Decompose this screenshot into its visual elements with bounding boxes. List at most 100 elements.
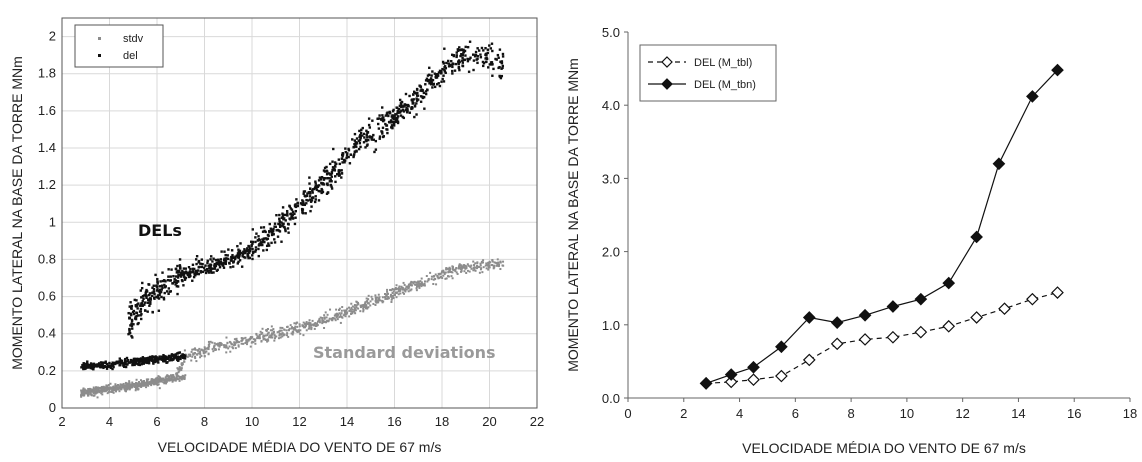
del-point	[209, 268, 212, 272]
stdv-point	[254, 342, 257, 345]
stdv-point	[223, 346, 226, 349]
stdv-point	[318, 317, 321, 320]
del-point	[415, 113, 418, 116]
stdv-point	[142, 382, 145, 385]
stdv-point	[213, 344, 216, 347]
del-point	[361, 126, 364, 130]
stdv-point	[305, 321, 308, 324]
stdv-point	[417, 280, 420, 283]
del-point	[237, 260, 240, 264]
del-point	[367, 138, 370, 142]
stdv-point	[409, 289, 412, 292]
stdv-point	[167, 377, 170, 380]
stdv-point	[389, 289, 392, 292]
stdv-point	[365, 304, 368, 307]
stdv-point	[181, 363, 184, 366]
del-point	[91, 364, 94, 367]
del-point	[353, 139, 357, 142]
stdv-point	[419, 282, 422, 285]
stdv-point	[181, 374, 184, 377]
stdv-point	[200, 348, 203, 351]
stdv-point	[225, 351, 228, 354]
del-point	[167, 356, 170, 359]
stdv-point	[83, 388, 86, 391]
stdv-point	[92, 390, 95, 393]
del-point	[391, 110, 395, 113]
stdv-point	[115, 385, 118, 388]
del-point	[163, 286, 167, 289]
del-point	[329, 173, 332, 176]
del-point	[330, 170, 334, 174]
del-point	[156, 277, 159, 281]
del-point	[101, 362, 104, 366]
stdv-point	[444, 277, 447, 280]
del-point	[309, 209, 312, 213]
stdv-point	[343, 309, 346, 312]
stdv-point	[374, 297, 377, 300]
del-point	[488, 63, 492, 66]
stdv-point	[290, 327, 293, 330]
del-point	[425, 77, 429, 80]
series-line	[705, 69, 1058, 384]
stdv-point	[191, 355, 194, 358]
stdv-point	[233, 341, 236, 344]
stdv-point	[472, 260, 475, 263]
del-point	[162, 296, 166, 300]
del-point	[105, 367, 109, 370]
stdv-point	[96, 391, 99, 394]
stdv-point	[211, 348, 214, 351]
del-point	[453, 69, 457, 72]
del-point	[381, 126, 385, 130]
del-point	[247, 244, 250, 248]
del-point	[444, 67, 448, 70]
del-point	[420, 88, 423, 91]
del-point	[160, 295, 163, 299]
stdv-point	[361, 304, 364, 307]
stdv-point	[231, 343, 234, 346]
del-point	[452, 54, 456, 57]
x-tick-label: 14	[1011, 406, 1025, 421]
stdv-point	[295, 330, 298, 333]
del-point	[137, 359, 141, 363]
del-point	[220, 262, 224, 266]
stdv-point	[456, 272, 459, 275]
del-point	[210, 255, 213, 258]
x-axis-label: VELOCIDADE MÉDIA DO VENTO DE 67 m/s	[158, 439, 442, 455]
stdv-point	[83, 393, 86, 396]
del-point	[209, 258, 212, 261]
del-point	[438, 69, 442, 73]
del-point	[378, 137, 381, 140]
stdv-point	[338, 307, 341, 310]
stdv-point	[501, 264, 504, 267]
del-point	[230, 249, 234, 252]
del-point	[251, 242, 254, 245]
del-point	[336, 173, 339, 176]
stdv-point	[189, 353, 192, 356]
del-point	[311, 191, 314, 194]
stdv-point	[233, 338, 236, 341]
del-point	[447, 59, 450, 63]
del-point	[269, 227, 272, 230]
del-point	[133, 298, 136, 302]
stdv-point	[229, 350, 232, 353]
stdv-point	[296, 325, 299, 328]
del-point	[294, 216, 297, 219]
del-point	[358, 141, 362, 145]
del-point	[226, 254, 229, 257]
del-point	[135, 304, 139, 307]
scatter-points	[80, 40, 505, 399]
del-point	[305, 198, 308, 202]
stdv-point	[384, 293, 387, 296]
stdv-point	[394, 288, 397, 291]
stdv-point	[269, 336, 272, 339]
del-point	[331, 166, 335, 169]
stdv-point	[293, 327, 296, 330]
del-point	[377, 127, 381, 130]
del-point	[119, 361, 123, 365]
del-point	[415, 99, 419, 102]
del-point	[179, 357, 182, 361]
del-point	[86, 363, 89, 366]
del-point	[408, 94, 411, 98]
stdv-point	[308, 323, 311, 326]
stdv-point	[439, 276, 442, 279]
